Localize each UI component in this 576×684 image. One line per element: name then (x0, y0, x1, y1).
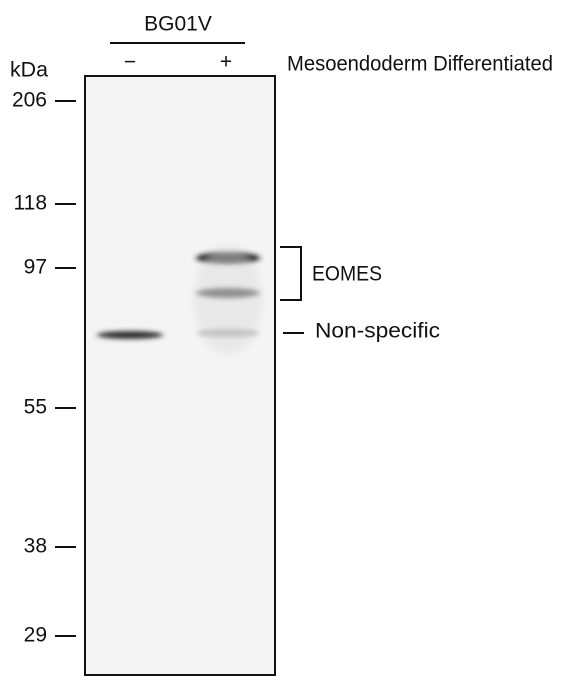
cell-line: BG01V (144, 13, 212, 36)
nonspecific-label: Non-specific (315, 320, 440, 343)
marker-label: 29 (24, 624, 47, 647)
smear (194, 245, 262, 355)
condition: Mesoendoderm Differentiated (287, 53, 553, 76)
marker-label: 118 (14, 192, 47, 215)
blot-membrane (84, 75, 276, 676)
marker-label: 38 (24, 535, 47, 558)
marker-label: 206 (12, 89, 47, 112)
marker-label: 55 (24, 396, 47, 419)
unit: kDa (10, 59, 48, 82)
bracket (280, 246, 302, 301)
bands (97, 245, 262, 355)
target-label: EOMES (312, 263, 382, 286)
band (97, 331, 163, 339)
marker-label: 97 (24, 256, 47, 279)
lane-label: + (220, 51, 232, 74)
lane-label: − (124, 51, 136, 74)
marker-ladder: 206 118 97 55 38 29 (12, 89, 76, 647)
